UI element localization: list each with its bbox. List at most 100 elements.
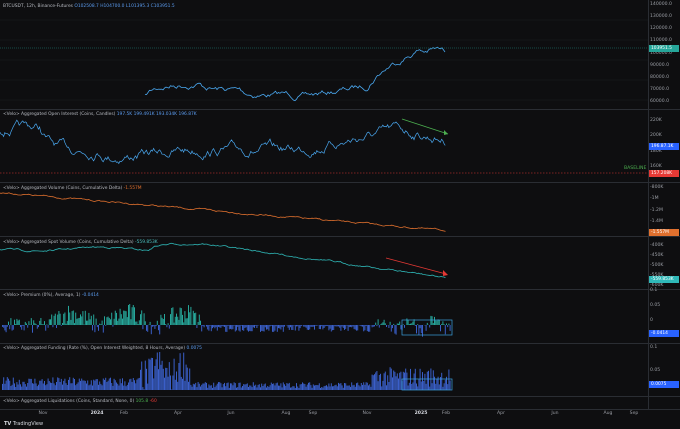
arrowhead-green [444,130,448,135]
pane-separator[interactable] [0,182,680,183]
premium-bar [141,310,143,325]
funding-bar [284,384,285,390]
premium-bar [84,310,86,325]
premium-bar [182,314,183,325]
time-tick-label: Sep [308,411,318,416]
funding-bar [172,375,174,390]
volume-badge: -1.557M [649,229,679,236]
price-legend[interactable]: BTCUSDT, 12h, Binance-Futures O102508.7 … [3,4,175,9]
funding-bar [222,384,224,390]
premium-bar [422,325,423,337]
premium-bar [36,325,38,329]
funding-bar [368,385,369,390]
chart-area[interactable] [0,0,648,409]
funding-bar [188,381,189,390]
premium-bar [327,325,329,327]
axis-tick-label: -550K [650,273,663,278]
liq-legend[interactable]: <Velo> Aggregated Liquidations (Coins, S… [3,399,157,404]
time-axis[interactable]: Nov 2024 Feb Apr Jun Aug Sep Nov 2025 Feb Apr Jun Au… [0,409,680,419]
premium-bar [269,325,271,327]
funding-bar [120,383,122,390]
funding-bar [272,383,273,390]
pane-separator[interactable] [0,289,680,290]
premium-bar [143,313,145,325]
premium-bar [311,325,313,327]
funding-bar [29,378,31,390]
premium-bar [16,318,18,325]
funding-bar [413,373,415,390]
funding-bar [302,382,303,390]
funding-bar [189,368,191,390]
funding-bar [388,382,390,390]
premium-legend[interactable]: <Velo> Premium (0%), Average, 1) -0.0414 [3,293,99,298]
funding-bar [264,383,266,390]
funding-bar [46,384,48,390]
funding-bar [11,384,13,390]
premium-bar [128,305,129,325]
premium-bar [114,310,116,325]
price-axis[interactable] [648,0,680,409]
premium-bar [156,320,158,325]
axis-tick-label: -1.4M [650,219,663,224]
premium-bar [154,325,156,329]
funding-bar [206,382,207,390]
premium-bar [359,325,361,326]
premium-bar [407,320,409,325]
pane-separator[interactable] [0,396,680,397]
premium-bar [44,321,45,325]
premium-bar [388,325,390,328]
funding-bar [329,386,331,390]
premium-bar [129,304,131,325]
time-tick-label: Feb [119,411,129,416]
funding-bar [106,382,108,390]
oi-legend[interactable]: <Velo> Aggregated Open Interest (Coins, … [3,112,197,117]
indicator-title: <Velo> Aggregated Funding (Rate (%), Ope… [3,346,186,351]
premium-bar [404,325,405,328]
axis-tick-label: -600K [650,283,664,288]
pane-separator[interactable] [0,343,680,344]
premium-bar [292,325,294,330]
volume-legend[interactable]: <Velo> Aggregated Volume (Coins, Cumulat… [3,186,142,191]
spot-legend[interactable]: <Velo> Aggregated Spot Volume (Coins, Cu… [3,240,158,245]
premium-bar [40,318,42,325]
premium-bar [266,325,267,330]
chart-canvas[interactable] [0,0,648,409]
axis-tick-label: 0.1 [650,345,658,350]
funding-bar [82,380,84,390]
premium-bar [178,319,180,325]
premium-bar [448,323,450,325]
funding-bar [300,384,302,390]
funding-bar [346,385,348,390]
premium-bar [100,324,102,325]
funding-bar [434,376,435,390]
funding-bar [290,387,291,390]
tradingview-logo[interactable]: TV TradingView [4,421,43,427]
funding-bar [70,383,72,390]
funding-bar [438,384,440,390]
premium-bar [110,319,111,325]
funding-bar [2,383,3,390]
pane-separator[interactable] [0,236,680,237]
premium-bar [272,325,273,332]
time-tick-label: Jun [551,411,559,416]
funding-bar [6,377,8,390]
brand-label: TradingView [12,421,44,427]
funding-bar [342,387,344,390]
funding-bar [230,383,231,390]
funding-bar [153,378,155,390]
premium-bar [194,313,195,325]
premium-bar [298,325,300,331]
funding-bar [132,378,134,390]
funding-bar [196,387,198,390]
funding-bar [347,385,349,390]
funding-bar [303,383,305,390]
funding-bar [370,386,372,390]
funding-legend[interactable]: <Velo> Aggregated Funding (Rate (%), Ope… [3,346,202,351]
funding-bar [363,382,365,390]
funding-bar [129,379,131,390]
premium-bar [340,325,342,331]
funding-bar [42,383,44,390]
pane-separator[interactable] [0,109,680,110]
premium-bar [95,318,97,325]
funding-bar [291,387,293,390]
